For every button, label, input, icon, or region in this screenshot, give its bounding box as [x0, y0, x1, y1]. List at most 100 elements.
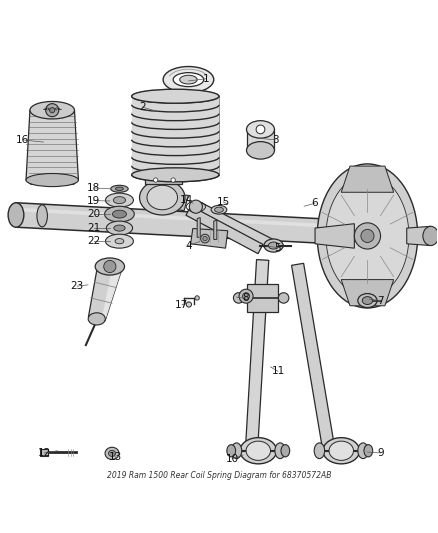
Polygon shape	[132, 96, 219, 105]
Ellipse shape	[115, 239, 124, 244]
Ellipse shape	[233, 293, 244, 303]
Text: 10: 10	[226, 454, 239, 464]
Circle shape	[171, 178, 175, 182]
Polygon shape	[247, 130, 275, 150]
Text: 12: 12	[38, 448, 51, 458]
Text: 21: 21	[87, 223, 100, 233]
Ellipse shape	[180, 75, 197, 84]
Ellipse shape	[114, 225, 125, 231]
Ellipse shape	[106, 193, 134, 207]
Ellipse shape	[95, 258, 124, 275]
Ellipse shape	[37, 205, 47, 227]
Text: 15: 15	[217, 197, 230, 207]
Text: 17: 17	[175, 300, 188, 310]
Ellipse shape	[239, 289, 253, 303]
Circle shape	[361, 229, 374, 243]
Ellipse shape	[268, 242, 279, 249]
Ellipse shape	[240, 438, 277, 464]
Polygon shape	[132, 157, 219, 166]
Ellipse shape	[423, 227, 438, 246]
Circle shape	[354, 223, 381, 249]
Ellipse shape	[173, 72, 204, 87]
Ellipse shape	[323, 438, 360, 464]
Polygon shape	[132, 140, 219, 149]
Polygon shape	[132, 114, 219, 123]
Text: 5: 5	[275, 243, 281, 253]
Polygon shape	[292, 263, 334, 447]
Circle shape	[203, 236, 207, 241]
Ellipse shape	[113, 197, 126, 204]
Polygon shape	[315, 224, 354, 248]
Text: 14: 14	[180, 195, 193, 205]
Ellipse shape	[147, 185, 177, 210]
Text: 20: 20	[87, 209, 100, 219]
Circle shape	[256, 125, 265, 134]
Circle shape	[186, 302, 191, 307]
Ellipse shape	[8, 203, 24, 227]
Polygon shape	[132, 166, 219, 175]
Ellipse shape	[247, 120, 275, 138]
Ellipse shape	[246, 441, 271, 461]
Text: 19: 19	[87, 196, 100, 206]
Polygon shape	[186, 206, 263, 254]
Circle shape	[46, 103, 59, 117]
Text: 1: 1	[203, 74, 209, 84]
Ellipse shape	[317, 164, 418, 308]
Text: 7: 7	[377, 296, 384, 305]
Polygon shape	[16, 208, 332, 228]
Text: 23: 23	[71, 281, 84, 291]
Ellipse shape	[30, 101, 74, 119]
Text: 3: 3	[272, 135, 279, 145]
Ellipse shape	[116, 187, 124, 190]
Ellipse shape	[106, 234, 134, 248]
Text: 18: 18	[87, 183, 100, 193]
Text: 2019 Ram 1500 Rear Coil Spring Diagram for 68370572AB: 2019 Ram 1500 Rear Coil Spring Diagram f…	[107, 471, 331, 480]
Text: 13: 13	[109, 453, 122, 462]
Ellipse shape	[227, 445, 236, 457]
Ellipse shape	[211, 205, 227, 214]
Polygon shape	[191, 229, 228, 248]
Ellipse shape	[275, 443, 286, 458]
Polygon shape	[132, 149, 219, 157]
Ellipse shape	[358, 443, 368, 458]
Text: 9: 9	[377, 448, 384, 458]
Ellipse shape	[231, 443, 242, 458]
Ellipse shape	[281, 445, 290, 457]
Polygon shape	[407, 227, 431, 246]
Ellipse shape	[105, 206, 134, 222]
Ellipse shape	[329, 441, 353, 461]
Ellipse shape	[364, 445, 373, 457]
Ellipse shape	[113, 210, 127, 218]
Ellipse shape	[243, 293, 250, 300]
Polygon shape	[197, 217, 200, 237]
Polygon shape	[214, 220, 217, 239]
Ellipse shape	[26, 174, 78, 187]
Text: 16: 16	[16, 135, 29, 145]
Polygon shape	[102, 267, 122, 321]
Bar	[247, 284, 278, 312]
Circle shape	[201, 234, 209, 243]
Ellipse shape	[88, 313, 105, 325]
Ellipse shape	[109, 450, 116, 456]
Polygon shape	[132, 123, 219, 131]
Circle shape	[49, 108, 55, 113]
Text: 8: 8	[242, 293, 248, 303]
Text: 2: 2	[139, 102, 146, 112]
Text: 11: 11	[271, 366, 285, 376]
Text: 22: 22	[87, 236, 100, 246]
Ellipse shape	[358, 294, 377, 308]
Bar	[145, 176, 182, 184]
Bar	[40, 449, 48, 456]
Ellipse shape	[279, 293, 289, 303]
Text: 6: 6	[312, 198, 318, 208]
Ellipse shape	[140, 180, 185, 215]
Ellipse shape	[314, 443, 325, 458]
Ellipse shape	[105, 447, 119, 459]
Ellipse shape	[326, 175, 409, 297]
Polygon shape	[16, 203, 332, 244]
Ellipse shape	[247, 142, 275, 159]
Ellipse shape	[111, 185, 128, 192]
Ellipse shape	[132, 89, 219, 103]
Polygon shape	[246, 260, 269, 446]
Circle shape	[195, 296, 199, 300]
